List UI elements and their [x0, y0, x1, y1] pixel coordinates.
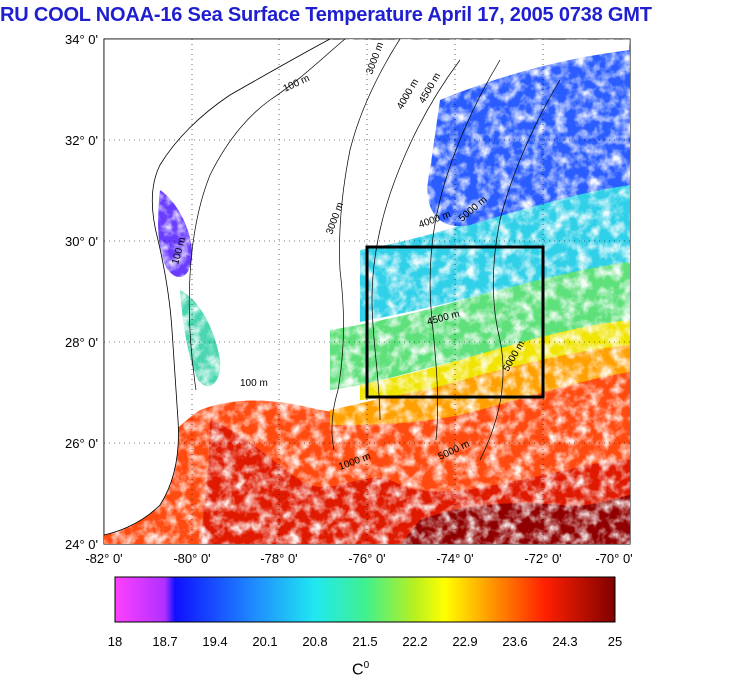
- lon-tick-label: -80° 0': [173, 551, 210, 566]
- lon-tick-label: -72° 0': [524, 551, 561, 566]
- colorbar-tick-label: 20.1: [252, 634, 278, 649]
- lat-tick-label: 28° 0': [65, 335, 98, 350]
- contour-label: 100 m: [240, 378, 268, 389]
- colorbar-tick-label: 22.9: [452, 634, 478, 649]
- lat-tick-label: 24° 0': [65, 537, 98, 552]
- colorbar-tick-label: 21.5: [352, 634, 378, 649]
- lat-tick-label: 34° 0': [65, 32, 98, 47]
- study-area-box: [365, 245, 545, 399]
- lon-tick-label: -74° 0': [436, 551, 473, 566]
- colorbar-tick-label: 19.4: [202, 634, 228, 649]
- colorbar-tick-label: 25: [607, 634, 623, 649]
- colorbar-tick-label: 18: [107, 634, 123, 649]
- lon-tick-label: -78° 0': [260, 551, 297, 566]
- unit-base: C: [352, 661, 364, 679]
- colorbar-unit-label: C0: [352, 660, 369, 679]
- colorbar-tick-label: 24.3: [552, 634, 578, 649]
- lon-axis: -82° 0' -80° 0' -78° 0' -76° 0' -74° 0' …: [85, 551, 632, 566]
- lat-tick-label: 32° 0': [65, 133, 98, 148]
- lon-tick-label: -70° 0': [595, 551, 632, 566]
- colorbar: [114, 576, 616, 623]
- colorbar-tick-label: 23.6: [502, 634, 528, 649]
- lon-tick-label: -82° 0': [85, 551, 122, 566]
- graticule: [104, 39, 630, 544]
- lat-tick-label: 26° 0': [65, 436, 98, 451]
- map-title: RU COOL NOAA-16 Sea Surface Temperature …: [0, 4, 652, 26]
- colorbar-tick-label: 22.2: [402, 634, 428, 649]
- unit-superscript: 0: [363, 660, 370, 671]
- colorbar-tick-label: 20.8: [302, 634, 328, 649]
- colorbar-tick-label: 18.7: [152, 634, 178, 649]
- landmass: [103, 38, 331, 536]
- lat-axis: 34° 0' 32° 0' 30° 0' 28° 0' 26° 0' 24° 0…: [65, 32, 98, 552]
- lat-tick-label: 30° 0': [65, 234, 98, 249]
- lon-tick-label: -76° 0': [348, 551, 385, 566]
